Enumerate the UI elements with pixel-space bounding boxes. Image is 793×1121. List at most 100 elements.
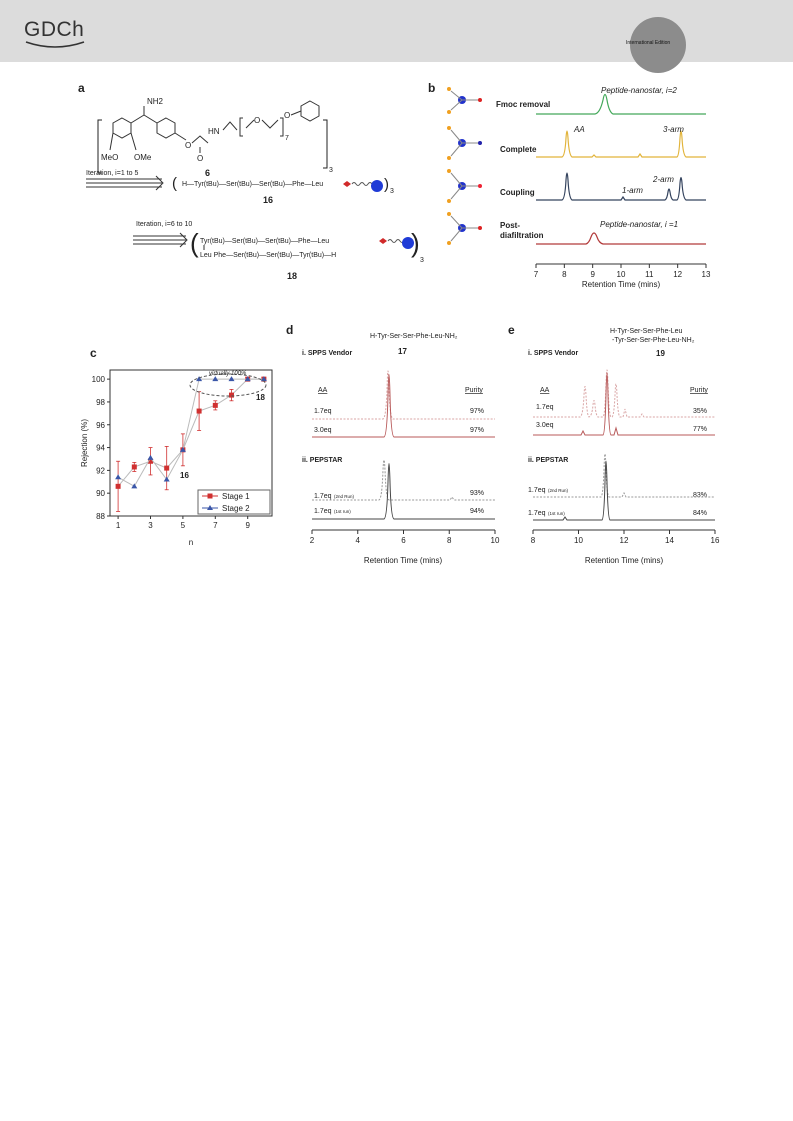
- data-point-stage2: [260, 376, 267, 382]
- chromatogram-d-1: [312, 370, 495, 420]
- compound-18-label: 18: [287, 271, 297, 281]
- title-e-1: H-Tyr-Ser-Ser-Phe-Leu: [610, 328, 682, 335]
- legend-marker-stage2: [207, 505, 213, 510]
- bond: [261, 119, 279, 129]
- paren-open: (: [172, 175, 177, 192]
- sequence-16: H—Tyr(tBu)—Ser(tBu)—Ser(tBu)—Phe—Leu: [182, 181, 323, 188]
- row-note-e-3: (2nd Run): [548, 488, 569, 493]
- iteration-2-label: Iteration, i=6 to 10: [136, 221, 192, 228]
- x-tick-label: 14: [665, 536, 674, 545]
- nh2-label: NH2: [147, 97, 164, 106]
- trace-label-coupling: Coupling: [500, 188, 535, 197]
- bond: [245, 119, 255, 129]
- data-point-stage1: [115, 483, 121, 489]
- benzene-ring-right: [156, 117, 176, 139]
- col-purity-e: Purity: [690, 387, 708, 394]
- x-tick-label: 9: [245, 521, 250, 530]
- subscript-7: 7: [285, 135, 289, 142]
- annotation-1arm: 1-arm: [622, 186, 643, 195]
- compound-17: 17: [398, 347, 407, 356]
- gdch-logo: GDCh: [24, 18, 85, 41]
- chromatogram-d-4: [312, 463, 495, 520]
- data-point-stage1: [131, 464, 137, 470]
- sequence-18-top: Tyr(tBu)—Ser(tBu)—Ser(tBu)—Phe—Leu: [200, 238, 329, 245]
- journal-header: GDCh International Edition: [0, 0, 793, 73]
- meo-label: MeO: [101, 153, 118, 162]
- row-note-e-4: (1st run): [548, 511, 565, 516]
- compound-6-label: 6: [205, 168, 210, 178]
- x-ticks-b: 7 8 9 10 11 12 13: [534, 264, 711, 279]
- chromatogram-complete: [536, 130, 706, 158]
- subscript-3: 3: [420, 257, 424, 264]
- data-point-stage2: [115, 474, 122, 480]
- x-tick-label: 8: [531, 536, 536, 545]
- data-point-stage1: [229, 392, 234, 398]
- section-spps-d: i. SPPS Vendor: [302, 350, 352, 357]
- chromatogram-post-diafiltration: [536, 232, 706, 245]
- x-tick-label: 1: [116, 521, 121, 530]
- x-tick-label: 12: [620, 536, 629, 545]
- bond: [222, 121, 238, 131]
- panel-d: d H-Tyr-Ser-Ser-Phe-Leu-NH₂ 17 i. SPPS V…: [286, 323, 500, 565]
- edition-badge: [630, 17, 686, 73]
- data-point-stage2: [179, 446, 186, 452]
- series-line-2: [117, 378, 264, 488]
- annotation-aa: AA: [573, 125, 585, 134]
- col-aa-e: AA: [540, 387, 550, 394]
- title-e-2: -Tyr-Ser-Ser-Phe-Leu-NH₂: [612, 337, 695, 344]
- row-eq-d-3: 1.7eq: [314, 493, 332, 500]
- x-tick-label: 10: [491, 536, 500, 545]
- chromatogram-fmoc: [536, 93, 706, 115]
- linker-wave-icon: [387, 239, 405, 243]
- paren-open: (: [190, 228, 199, 258]
- annotation-peptide-nanostar-i1: Peptide-nanostar, i =1: [600, 220, 678, 229]
- y-tick-label: 96: [96, 421, 105, 430]
- compound-16-label: 16: [263, 195, 273, 205]
- panel-b: b Fmoc removal Complete Coupling Post-: [428, 81, 711, 289]
- panel-label-a: a: [78, 81, 85, 95]
- section-spps-e: i. SPPS Vendor: [528, 350, 578, 357]
- linker-diamond-icon: [379, 238, 387, 244]
- x-ticks-d: 2 4 6 8 10: [310, 530, 500, 545]
- x-tick-label: 7: [534, 270, 539, 279]
- data-point-stage1: [164, 465, 170, 471]
- chromatogram-d-3: [312, 459, 495, 501]
- iteration-1-label: Iteration, i=1 to 5: [86, 170, 138, 177]
- virtually-100-ellipse: [189, 373, 267, 397]
- annotation-3arm: 3-arm: [663, 125, 684, 134]
- row-eq-e-2: 3.0eq: [536, 422, 554, 429]
- y-tick-label: 100: [92, 375, 106, 384]
- x-tick-label: 8: [562, 270, 567, 279]
- bond: [290, 110, 302, 116]
- x-tick-label: 11: [645, 270, 654, 279]
- x-tick-label: 13: [702, 270, 711, 279]
- chromatogram-d-2: [312, 374, 495, 438]
- nanostar-icon-3: [447, 169, 482, 203]
- section-pepstar-e: ii. PEPSTAR: [528, 457, 568, 464]
- annotation-peptide-nanostar-i2: Peptide-nanostar, i=2: [601, 86, 677, 95]
- axis-ticks-c: 88 90 92 94 96 98 100 1 3 5 7 9: [92, 375, 251, 530]
- panel-label-e: e: [508, 323, 515, 337]
- subscript-3: 3: [329, 167, 333, 174]
- row-eq-d-4: 1.7eq: [314, 508, 332, 515]
- bond: [130, 132, 137, 151]
- bracket-right: [323, 119, 328, 169]
- nanostar-icon-4: [447, 212, 482, 245]
- legend-label-stage2: Stage 2: [222, 504, 250, 513]
- bracket-left: [97, 119, 102, 174]
- hn-label: HN: [208, 127, 220, 136]
- peg-o-label: O: [254, 116, 260, 125]
- x-axis-label-b: Retention Time (mins): [582, 280, 661, 289]
- paren-close: ): [411, 228, 420, 258]
- data-point-stage1: [196, 408, 202, 414]
- benzene-ring-left: [112, 117, 132, 139]
- panel-a: a NH2 MeO OMe O O HN O: [78, 81, 424, 281]
- linker-diamond-icon: [343, 181, 351, 187]
- bond: [109, 132, 114, 151]
- data-point-stage2: [244, 376, 251, 382]
- x-axis-label-c: n: [189, 538, 193, 547]
- data-point-stage1: [212, 402, 218, 408]
- edition-label: International Edition: [626, 40, 671, 46]
- bond: [191, 135, 209, 144]
- panel-c: c 88 90 92 94 96 98 100 1 3 5 7 9 Rejection (%) n v…: [80, 346, 273, 547]
